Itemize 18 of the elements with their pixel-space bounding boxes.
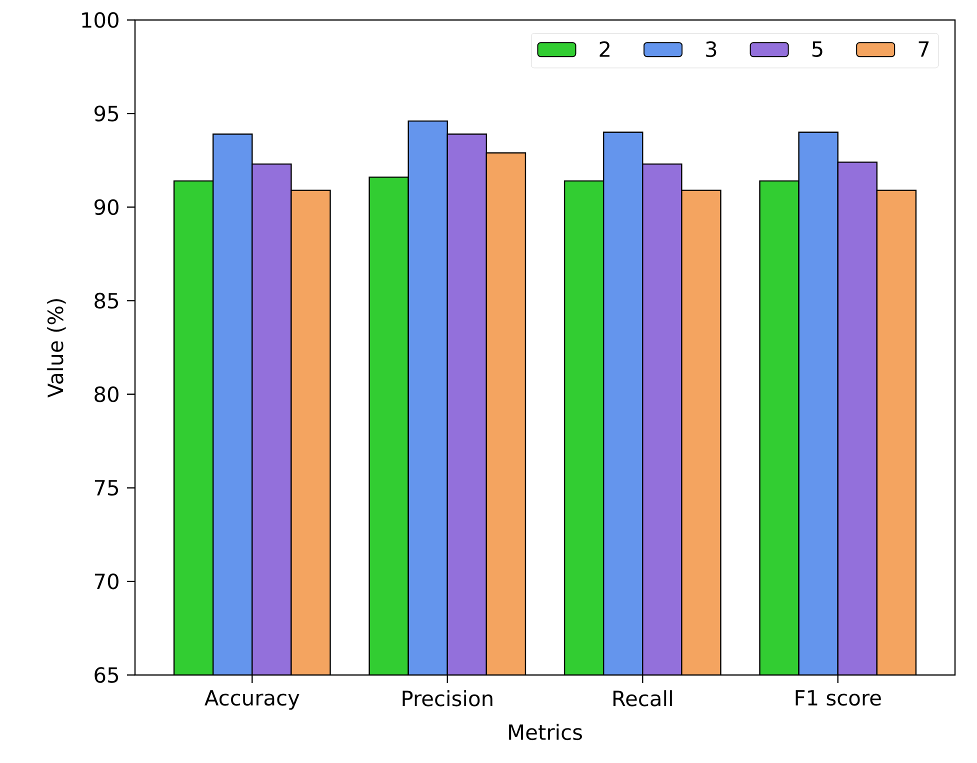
x-tick-label: Precision (402, 690, 492, 706)
y-tick-label: 65 (94, 667, 118, 683)
legend-label: 2 (600, 41, 610, 57)
x-tick-label: F1 score (796, 690, 881, 706)
y-tick-label: 80 (94, 386, 118, 402)
y-axis-title: Value (%) (47, 299, 66, 398)
legend-label: 3 (706, 41, 716, 58)
x-axis-title: Metrics (509, 724, 582, 740)
legend-label: 5 (812, 41, 822, 57)
y-tick-label: 90 (94, 199, 118, 216)
y-tick-label: 100 (82, 12, 118, 28)
y-tick-label: 95 (94, 106, 118, 122)
x-tick-label: Accuracy (204, 690, 300, 710)
y-tick-label: 70 (94, 574, 118, 590)
y-tick-label: 75 (94, 480, 118, 496)
legend-label: 7 (918, 41, 929, 57)
x-tick-label: Recall (613, 690, 672, 706)
y-tick-label: 85 (94, 292, 118, 309)
